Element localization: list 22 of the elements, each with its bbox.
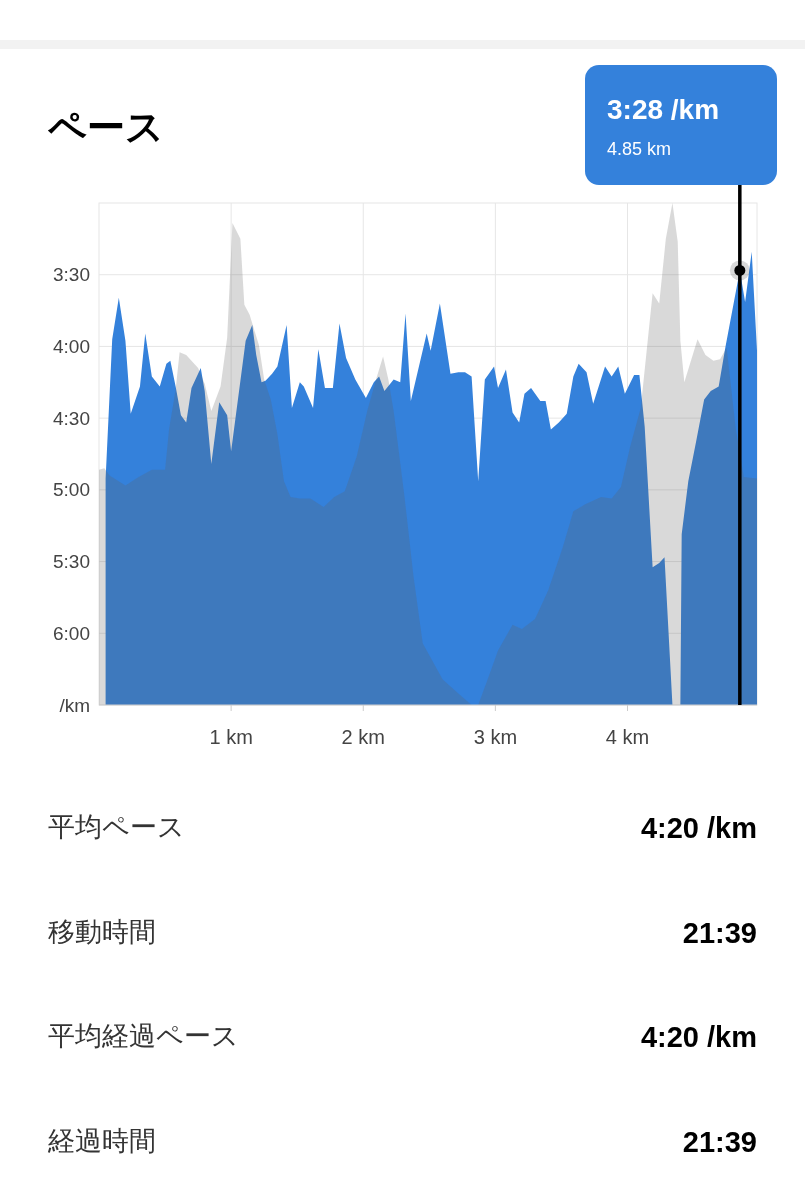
text: 平均経過ペース — [48, 1021, 239, 1051]
text: 3:28 /km — [607, 94, 720, 125]
text: 移動時間 — [48, 916, 156, 947]
text: 4.85 km — [607, 139, 672, 159]
text: 21:39 — [682, 1125, 757, 1158]
text: 平均ペース — [48, 812, 185, 842]
y-tick-label: 5:30 — [53, 551, 90, 573]
y-tick-label: 5:00 — [53, 479, 90, 501]
x-tick-label: 4 km — [605, 726, 650, 748]
y-tick-label: 6:00 — [53, 622, 90, 644]
text: 21:39 — [682, 916, 757, 949]
chart-title: ペース — [47, 106, 164, 148]
text: 経過時間 — [47, 1125, 156, 1156]
x-tick-label: 3 km — [473, 726, 518, 748]
text: 4:20 /km — [640, 1021, 757, 1053]
y-tick-label: /km — [59, 694, 90, 716]
y-tick-label: 4:30 — [53, 407, 90, 429]
text: 4:20 /km — [640, 812, 757, 844]
y-tick-label: 4:00 — [53, 335, 90, 357]
x-tick-label: 2 km — [341, 726, 385, 748]
x-tick-label: 1 km — [209, 726, 253, 748]
y-tick-label: 3:30 — [53, 264, 90, 286]
